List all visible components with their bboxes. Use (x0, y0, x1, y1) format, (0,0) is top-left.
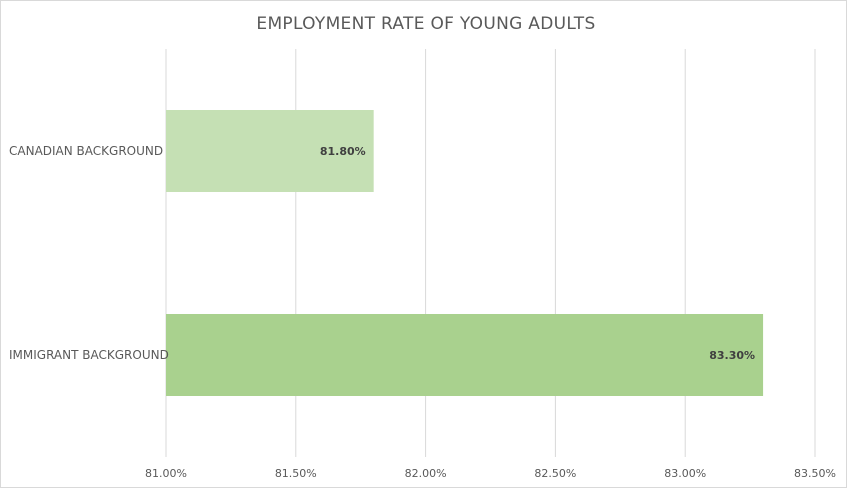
category-labels: CANADIAN BACKGROUND IMMIGRANT BACKGROUND (9, 144, 169, 362)
x-tick-label: 82.00% (405, 467, 447, 480)
x-tick-label: 83.00% (664, 467, 706, 480)
x-tick-label: 82.50% (534, 467, 576, 480)
chart-title: EMPLOYMENT RATE OF YOUNG ADULTS (256, 14, 595, 34)
bar (166, 314, 764, 396)
category-label: IMMIGRANT BACKGROUND (9, 348, 169, 362)
data-label: 83.30% (709, 349, 755, 362)
data-label: 81.80% (320, 145, 366, 158)
x-tick-label: 81.50% (275, 467, 317, 480)
x-tick-labels: 81.00% 81.50% 82.00% 82.50% 83.00% 83.50% (145, 467, 836, 480)
x-tick-label: 81.00% (145, 467, 187, 480)
data-labels: 81.80% 83.30% (320, 145, 755, 362)
x-tick-label: 83.50% (794, 467, 836, 480)
bar (166, 110, 374, 192)
category-label: CANADIAN BACKGROUND (9, 144, 163, 158)
bars (166, 110, 764, 396)
